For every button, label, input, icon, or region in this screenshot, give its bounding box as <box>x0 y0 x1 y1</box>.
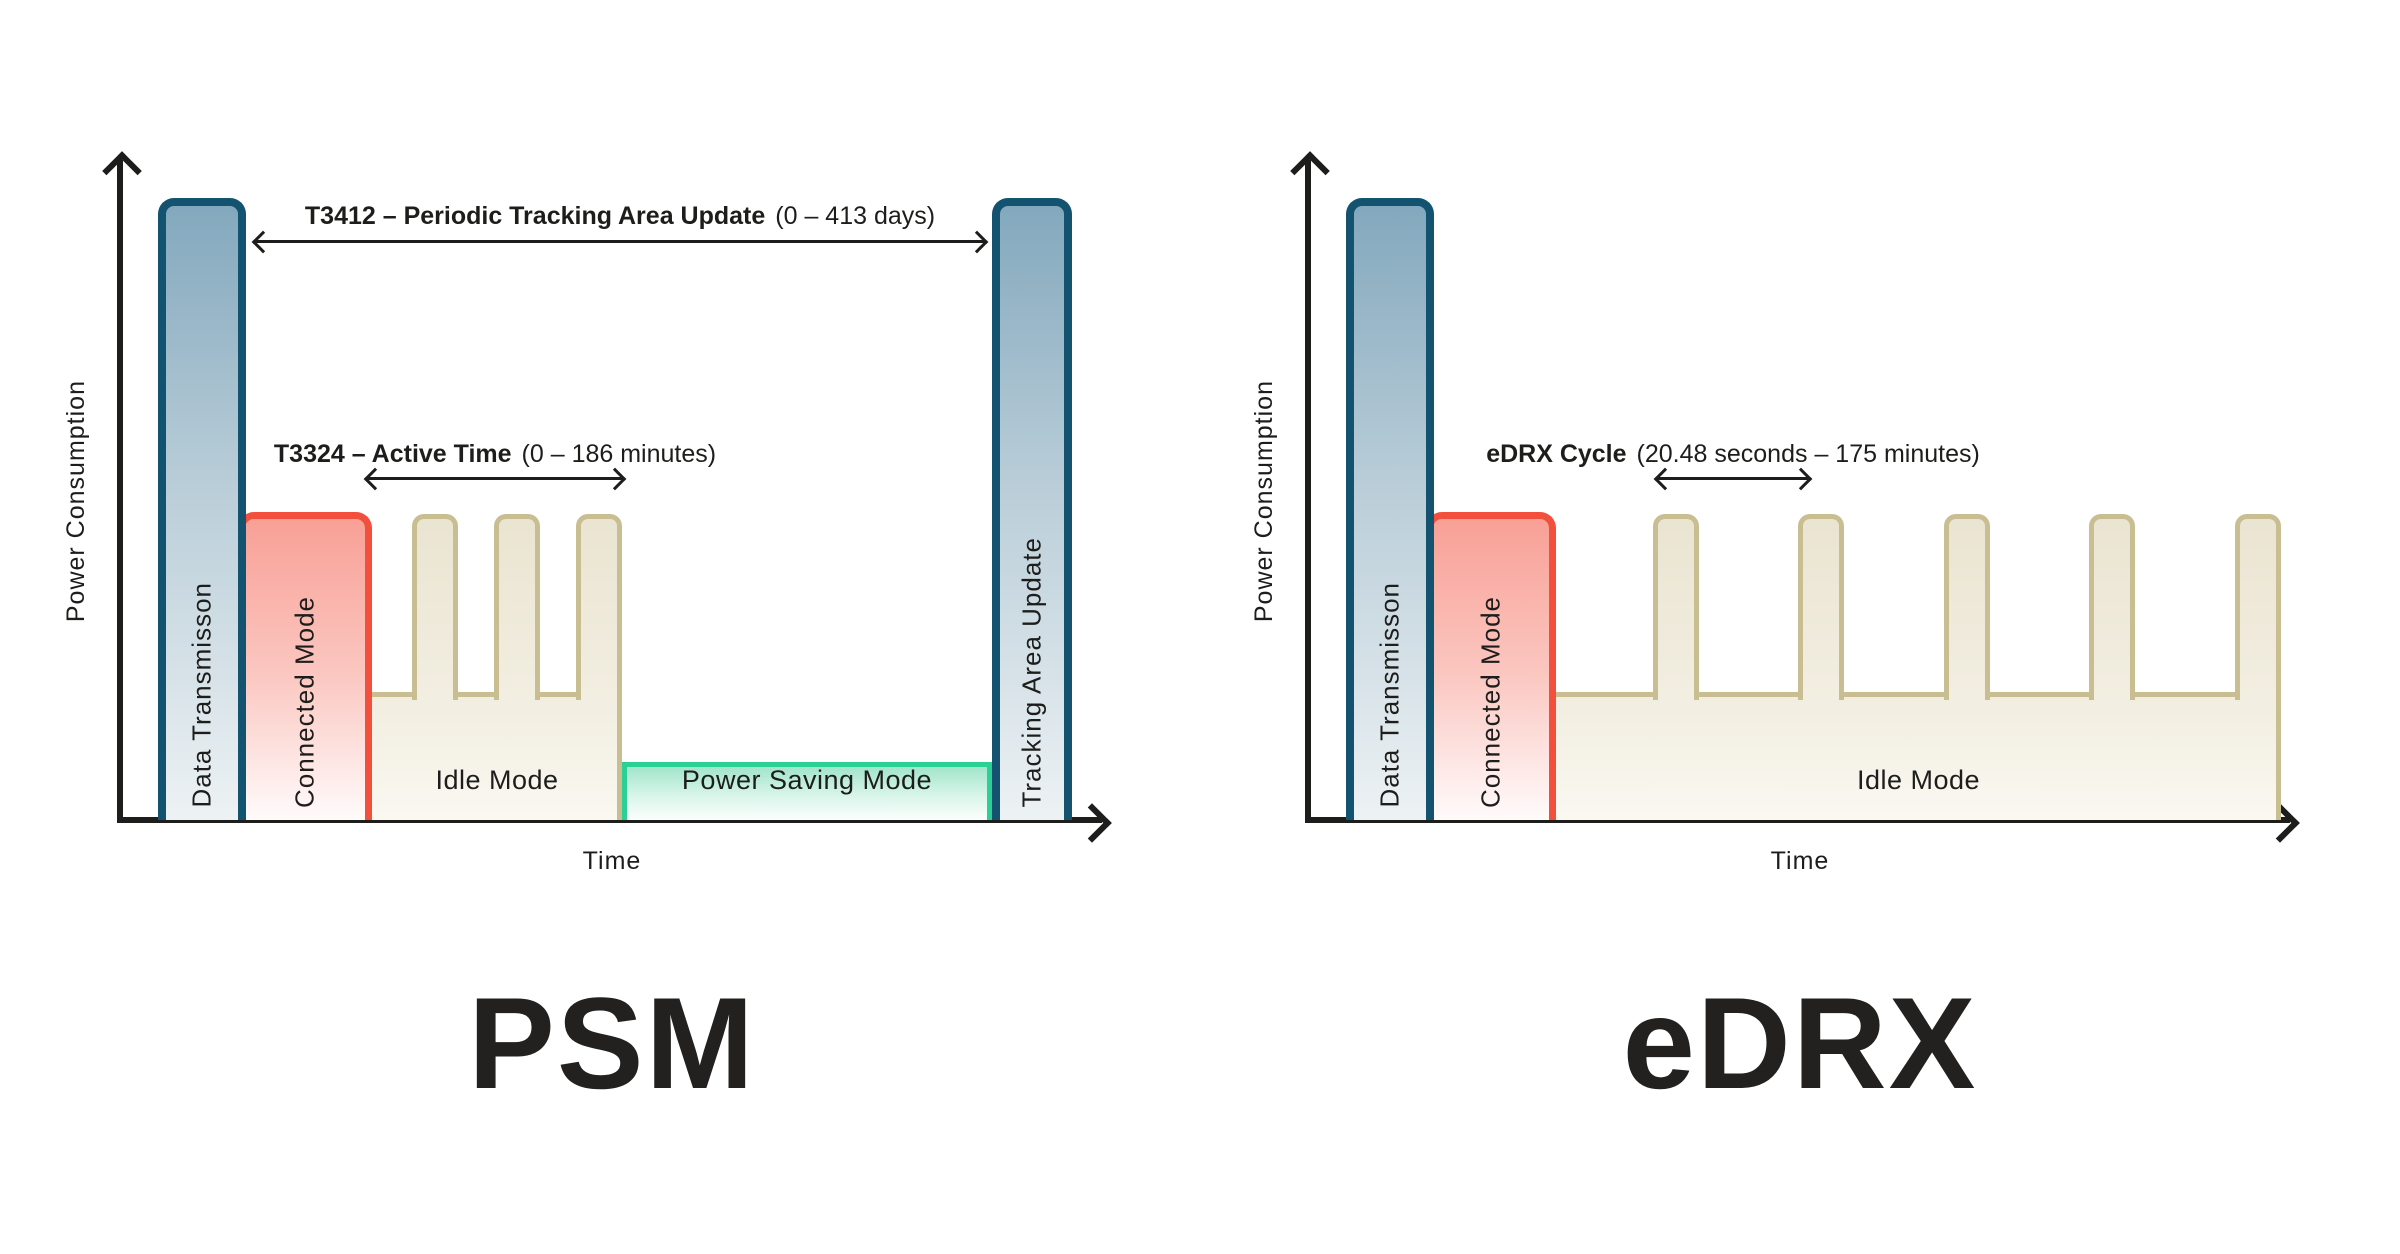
psm-idle-pulse-1 <box>412 514 458 700</box>
psm-t3412-arrow <box>256 240 984 243</box>
psm-power-saving-box <box>622 762 992 820</box>
edrx-title: eDRX <box>1622 970 1978 1116</box>
edrx-idle-pulse-5 <box>2235 514 2281 700</box>
psm-tracking-area-update-bar: Tracking Area Update <box>992 198 1072 820</box>
psm-y-axis-arrow-icon <box>102 151 142 191</box>
psm-connected-mode-bar: Connected Mode <box>238 512 372 820</box>
psm-tracking-area-update-label: Tracking Area Update <box>1016 537 1047 808</box>
psm-idle-pulse-3 <box>576 514 622 700</box>
psm-t3324-range: (0 – 186 minutes) <box>521 440 717 468</box>
edrx-connected-mode-label: Connected Mode <box>1475 595 1506 808</box>
edrx-data-transmission-bar: Data Transmisson <box>1346 198 1434 820</box>
edrx-y-axis-arrow-icon <box>1290 151 1330 191</box>
edrx-cycle-range: (20.48 seconds – 175 minutes) <box>1636 440 1980 468</box>
psm-t3412-label: T3412 – Periodic Tracking Area Update <box>304 202 766 230</box>
edrx-idle-mode-label: Idle Mode <box>1856 765 1981 795</box>
edrx-cycle-annotation: eDRX Cycle (20.48 seconds – 175 minutes) <box>1438 440 2028 469</box>
psm-x-axis-label: Time <box>582 847 642 875</box>
edrx-y-axis-label: Power Consumption <box>1250 380 1278 623</box>
edrx-idle-pulse-1 <box>1653 514 1699 700</box>
psm-title: PSM <box>468 970 756 1116</box>
psm-data-transmission-label: Data Transmisson <box>186 582 217 808</box>
edrx-idle-mode-region <box>1556 692 2281 820</box>
edrx-cycle-arrow <box>1658 477 1808 480</box>
edrx-x-axis-label: Time <box>1770 847 1830 875</box>
psm-t3324-annotation: T3324 – Active Time (0 – 186 minutes) <box>240 440 750 469</box>
psm-idle-mode-label: Idle Mode <box>435 765 559 795</box>
edrx-idle-pulse-4 <box>2089 514 2135 700</box>
psm-y-axis-label: Power Consumption <box>62 380 90 623</box>
psm-x-axis <box>117 803 1112 843</box>
psm-t3412-range: (0 – 413 days) <box>775 202 936 230</box>
psm-connected-mode-label: Connected Mode <box>289 595 320 808</box>
edrx-data-transmission-label: Data Transmisson <box>1374 582 1405 808</box>
psm-idle-mode-region <box>370 692 622 820</box>
psm-t3324-arrow <box>368 477 622 480</box>
psm-t3324-label: T3324 – Active Time <box>273 440 512 468</box>
edrx-x-axis <box>1305 803 2300 843</box>
psm-y-axis <box>102 151 142 823</box>
psm-chart: Power Consumption Time Data Transmisson … <box>0 0 1212 1254</box>
edrx-cycle-label: eDRX Cycle <box>1486 440 1627 468</box>
edrx-connected-mode-bar: Connected Mode <box>1426 512 1556 820</box>
edrx-chart: Power Consumption Time Data Transmisson … <box>1188 0 2400 1254</box>
psm-t3412-annotation: T3412 – Periodic Tracking Area Update (0 … <box>160 202 1080 231</box>
edrx-idle-pulse-2 <box>1798 514 1844 700</box>
psm-data-transmission-bar: Data Transmisson <box>158 198 246 820</box>
psm-power-saving-label: Power Saving Mode <box>681 765 933 795</box>
edrx-y-axis <box>1290 151 1330 823</box>
psm-idle-pulse-2 <box>494 514 540 700</box>
psm-x-axis-arrow-icon <box>1072 803 1112 843</box>
edrx-idle-pulse-3 <box>1944 514 1990 700</box>
